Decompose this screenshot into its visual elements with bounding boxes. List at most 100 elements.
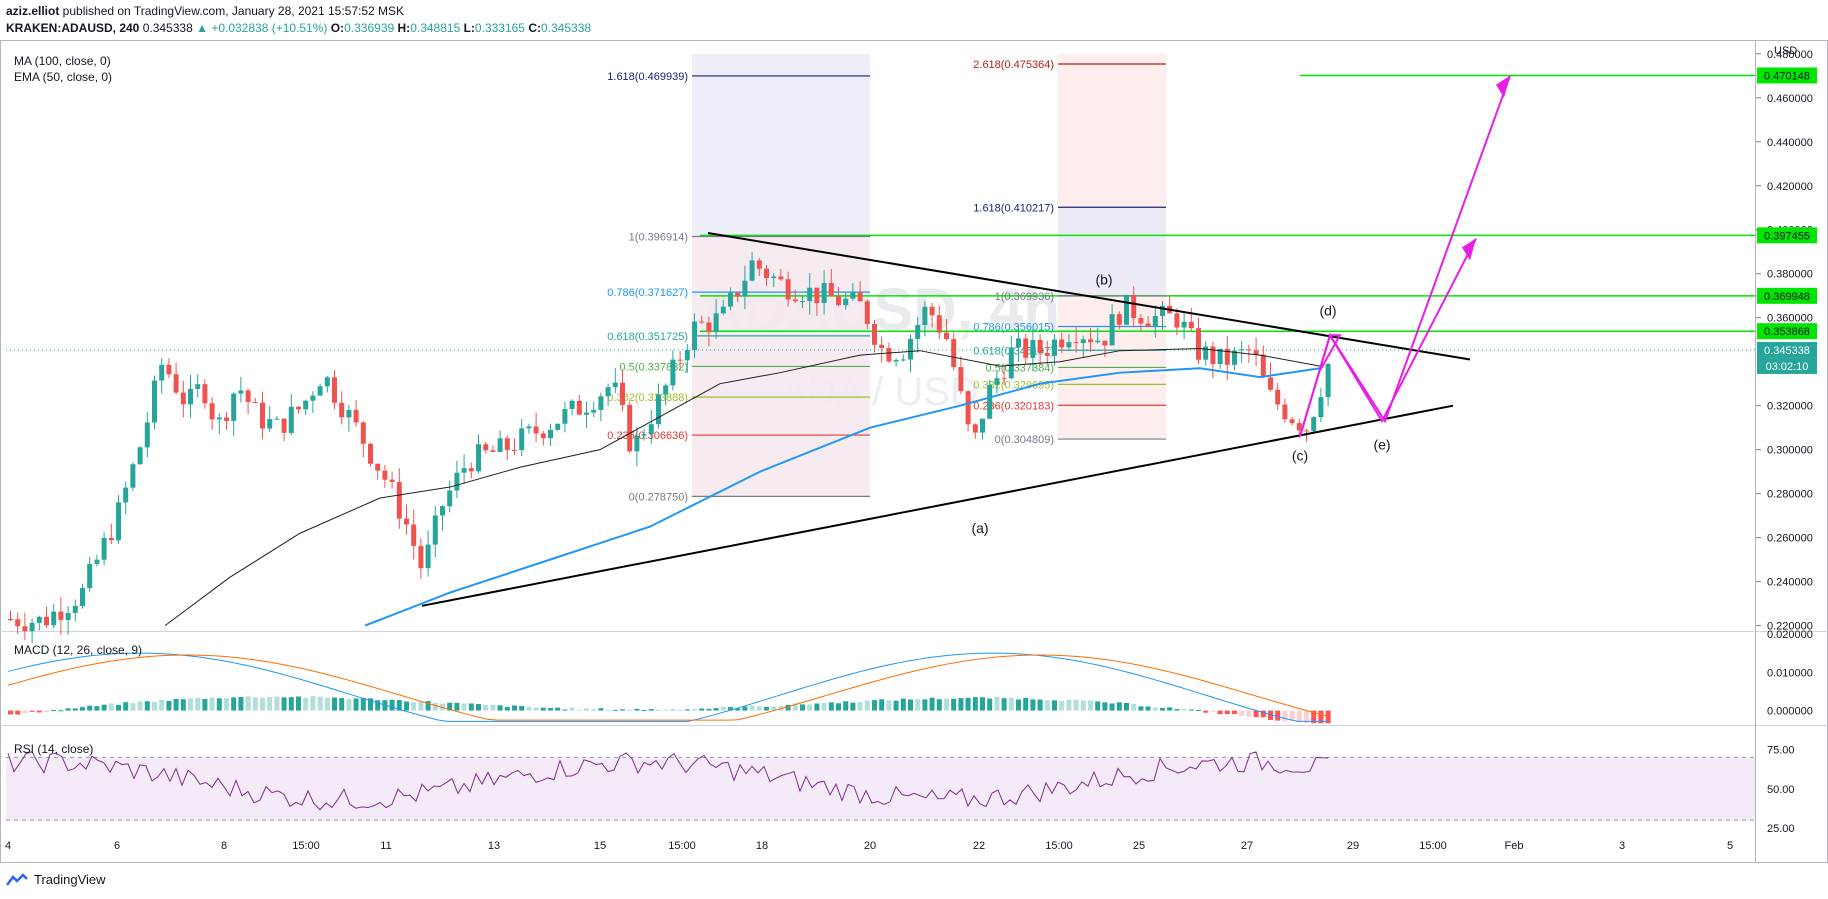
candle-body bbox=[1116, 314, 1122, 325]
candle-body bbox=[382, 470, 388, 480]
macd-legend[interactable]: MACD (12, 26, close, 9) bbox=[14, 643, 143, 657]
time-axis-label: 29 bbox=[1347, 840, 1359, 852]
macd-histogram-bar bbox=[8, 710, 13, 715]
macd-histogram-bar bbox=[476, 703, 481, 711]
candle-body bbox=[1311, 417, 1317, 432]
macd-histogram-bar bbox=[461, 703, 467, 711]
macd-histogram-bar bbox=[1268, 710, 1273, 720]
candle-body bbox=[22, 626, 28, 632]
macd-histogram-bar bbox=[879, 699, 885, 711]
macd-histogram-bar bbox=[224, 698, 229, 711]
macd-histogram-bar bbox=[857, 702, 863, 711]
candle-body bbox=[1160, 305, 1165, 317]
macd-histogram-bar bbox=[1088, 700, 1093, 711]
macd-histogram-bar bbox=[699, 708, 705, 711]
price-tag-label: 0.369948 bbox=[1764, 291, 1810, 303]
time-axis-label: 15:00 bbox=[1419, 840, 1447, 852]
candle-body bbox=[958, 367, 964, 392]
candle-body bbox=[612, 382, 618, 388]
candle-body bbox=[972, 424, 978, 433]
candle-body bbox=[1109, 314, 1115, 346]
candle-body bbox=[360, 422, 366, 444]
candle-body bbox=[152, 380, 157, 423]
macd-histogram-bar bbox=[1037, 699, 1043, 711]
macd-histogram-bar bbox=[404, 701, 409, 711]
ma-legend[interactable]: MA (100, close, 0) bbox=[14, 54, 111, 68]
price-axis-label: 0.320000 bbox=[1767, 401, 1813, 413]
candle-body bbox=[180, 392, 186, 405]
macd-histogram-bar bbox=[51, 710, 57, 712]
macd-histogram-bar bbox=[1260, 710, 1266, 718]
candle-body bbox=[1232, 350, 1237, 365]
countdown-tag bbox=[1757, 357, 1817, 374]
macd-histogram-bar bbox=[944, 698, 949, 711]
candle-body bbox=[598, 396, 604, 410]
candle-body bbox=[36, 616, 42, 623]
macd-histogram-bar bbox=[512, 705, 517, 711]
projection-arrowhead bbox=[1496, 75, 1510, 98]
candle-body bbox=[296, 406, 301, 410]
macd-histogram-bar bbox=[123, 702, 129, 711]
price-tag-label: 0.397455 bbox=[1764, 230, 1810, 242]
macd-histogram-bar bbox=[396, 699, 402, 711]
candle-body bbox=[1253, 350, 1259, 355]
fib-level-label: 0.5(0.337832) bbox=[620, 361, 689, 373]
candle-body bbox=[1268, 377, 1273, 390]
macd-histogram-bar bbox=[929, 697, 935, 711]
fib-level-label: 0.786(0.371627) bbox=[607, 287, 688, 299]
tradingview-brand[interactable]: TradingView bbox=[6, 872, 106, 887]
macd-histogram-bar bbox=[173, 698, 179, 711]
macd-histogram-bar bbox=[908, 699, 913, 711]
ema-legend[interactable]: EMA (50, close, 0) bbox=[14, 70, 113, 84]
macd-histogram-bar bbox=[108, 703, 114, 711]
candle-body bbox=[699, 321, 705, 323]
macd-histogram-bar bbox=[980, 697, 985, 711]
macd-histogram-bar bbox=[526, 706, 532, 711]
macd-histogram-bar bbox=[828, 702, 834, 711]
macd-histogram-bar bbox=[418, 701, 424, 711]
macd-histogram-bar bbox=[490, 704, 496, 711]
high-value: 0.348815 bbox=[410, 21, 461, 35]
macd-histogram-bar bbox=[1246, 710, 1252, 717]
fib-level-label: 1(0.396914) bbox=[629, 232, 688, 244]
candle-body bbox=[965, 391, 971, 425]
macd-histogram-bar bbox=[231, 697, 237, 711]
macd-histogram-bar bbox=[1095, 701, 1101, 711]
macd-histogram-bar bbox=[80, 707, 85, 711]
price-axis-label: 0.300000 bbox=[1767, 445, 1813, 457]
candle-body bbox=[728, 292, 733, 307]
candle-body bbox=[238, 390, 244, 394]
macd-histogram-bar bbox=[634, 708, 640, 711]
candle-body bbox=[353, 409, 359, 423]
candle-body bbox=[396, 482, 402, 519]
fib-level-label: 0.382(0.323888) bbox=[607, 392, 688, 404]
candle-body bbox=[202, 384, 208, 404]
candle-body bbox=[864, 301, 870, 324]
candle-body bbox=[987, 384, 993, 419]
candle-body bbox=[663, 385, 669, 395]
fib-level-label: 1.618(0.410217) bbox=[973, 202, 1054, 214]
candle-body bbox=[533, 426, 539, 434]
macd-histogram-bar bbox=[29, 710, 35, 712]
candle-body bbox=[8, 619, 13, 621]
macd-histogram-bar bbox=[144, 701, 150, 711]
macd-histogram-bar bbox=[720, 706, 726, 711]
rsi-legend[interactable]: RSI (14, close) bbox=[14, 742, 94, 756]
macd-signal-line bbox=[7, 654, 1329, 721]
macd-histogram-bar bbox=[764, 706, 769, 711]
candle-body bbox=[548, 429, 553, 439]
macd-histogram-bar bbox=[65, 708, 71, 711]
candle-body bbox=[497, 438, 503, 452]
author-name[interactable]: aziz.elliot bbox=[6, 4, 60, 18]
macd-histogram-bar bbox=[735, 708, 741, 711]
macd-histogram-bar bbox=[800, 704, 805, 711]
candle-body bbox=[288, 406, 294, 433]
candle-body bbox=[231, 393, 237, 421]
candle-body bbox=[418, 545, 424, 569]
price-axis-label: 0.440000 bbox=[1767, 137, 1813, 149]
macd-histogram-bar bbox=[245, 696, 251, 711]
macd-histogram-bar bbox=[728, 707, 733, 711]
price-change: ▲ +0.032838 (+10.51%) bbox=[196, 21, 328, 35]
candle-body bbox=[1152, 316, 1158, 327]
